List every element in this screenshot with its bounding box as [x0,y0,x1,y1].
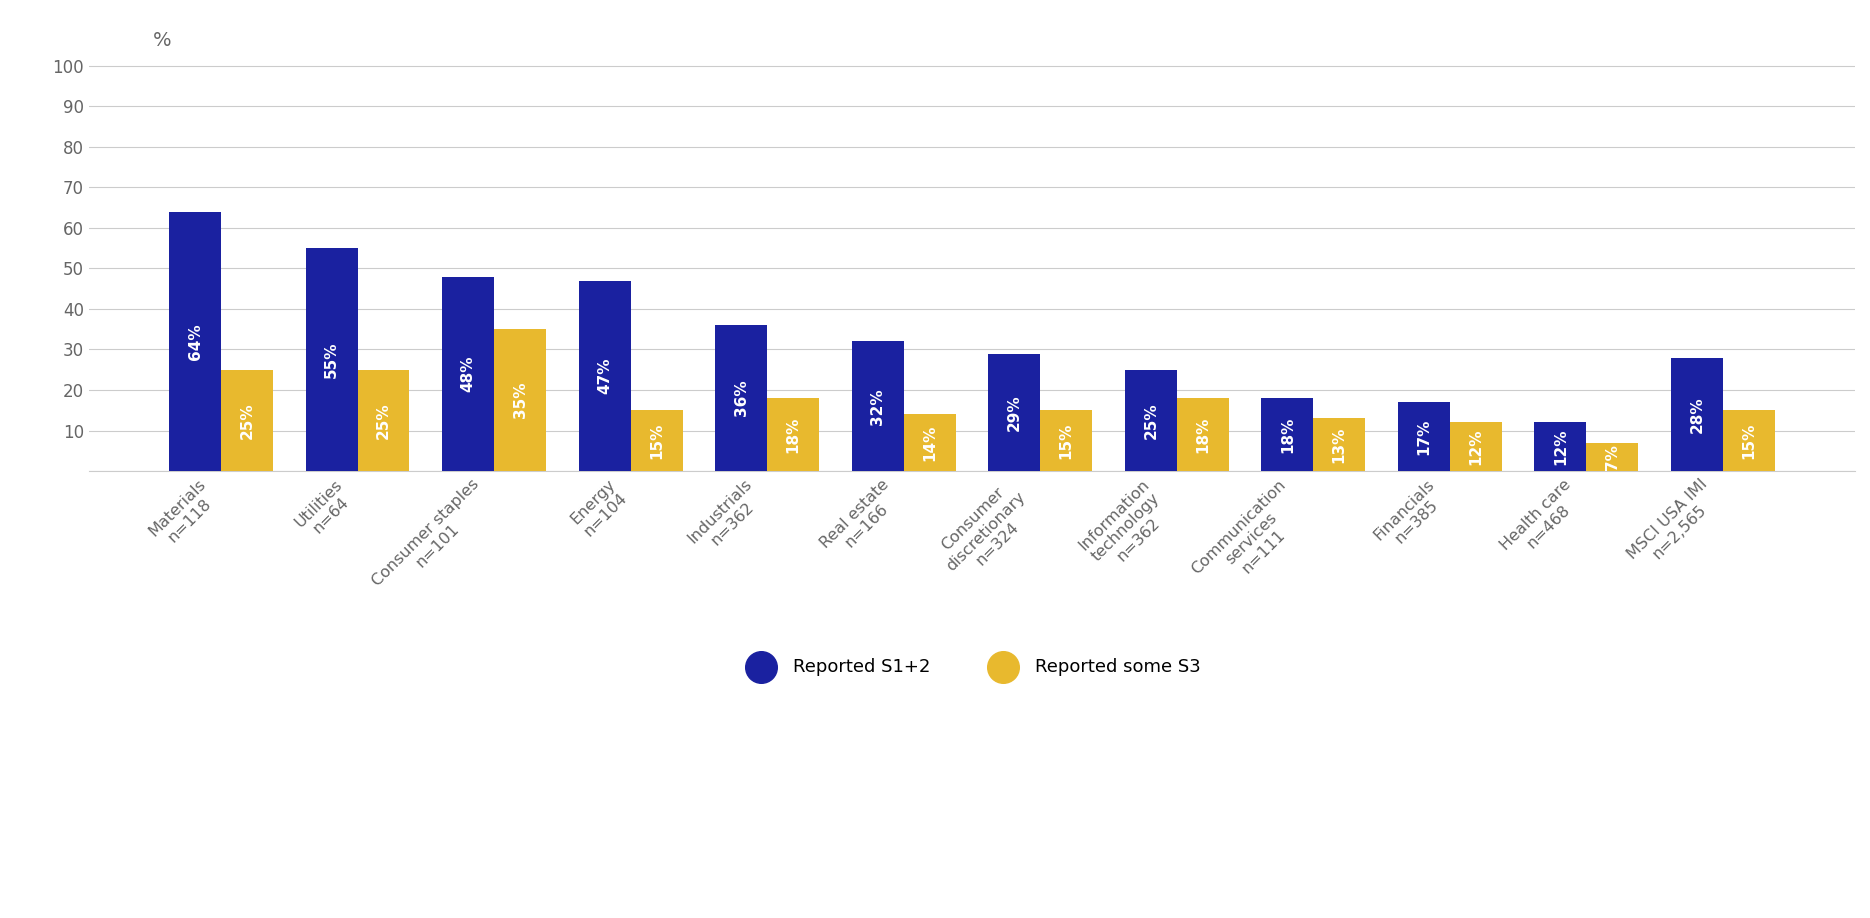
Text: 25%: 25% [1143,402,1158,439]
Text: 12%: 12% [1468,429,1483,465]
Bar [1722,410,1775,471]
Text: 18%: 18% [1279,417,1294,453]
Bar [1672,358,1722,471]
Bar [767,398,819,471]
Bar [630,410,683,471]
Text: 29%: 29% [1006,394,1021,431]
Bar [494,330,546,471]
Bar [1313,419,1365,471]
Text: 47%: 47% [597,358,611,394]
Text: 17%: 17% [1416,419,1431,454]
Text: 36%: 36% [733,380,748,417]
Text: 25%: 25% [239,402,254,439]
Text: 32%: 32% [870,388,885,424]
Text: 15%: 15% [649,422,664,459]
Text: 14%: 14% [922,424,937,461]
Text: 18%: 18% [1195,417,1210,453]
Bar [989,353,1040,471]
Bar [578,281,630,471]
Bar [1176,398,1229,471]
Text: 55%: 55% [324,341,338,378]
Bar [1262,398,1313,471]
Text: 7%: 7% [1604,444,1619,470]
Text: 15%: 15% [1058,422,1073,459]
Bar [714,325,767,471]
Text: 15%: 15% [1741,422,1756,459]
Text: 35%: 35% [512,382,527,419]
Bar [1040,410,1092,471]
Bar [357,370,410,471]
Text: 13%: 13% [1331,427,1346,463]
Bar [1126,370,1176,471]
Bar [1449,422,1502,471]
Bar [168,212,221,471]
Text: 28%: 28% [1689,396,1704,432]
Bar [903,414,956,471]
Text: %: % [153,30,172,50]
Bar [441,276,494,471]
Bar [221,370,273,471]
Bar [1586,442,1638,471]
Bar [853,341,903,471]
Text: 48%: 48% [460,355,475,392]
Bar [1535,422,1586,471]
Bar [1399,402,1449,471]
Text: 18%: 18% [785,417,800,453]
Text: 12%: 12% [1552,429,1567,465]
Text: 64%: 64% [187,323,202,360]
Bar [305,248,357,471]
Legend: Reported S1+2, Reported some S3: Reported S1+2, Reported some S3 [735,651,1208,683]
Text: 25%: 25% [376,402,391,439]
